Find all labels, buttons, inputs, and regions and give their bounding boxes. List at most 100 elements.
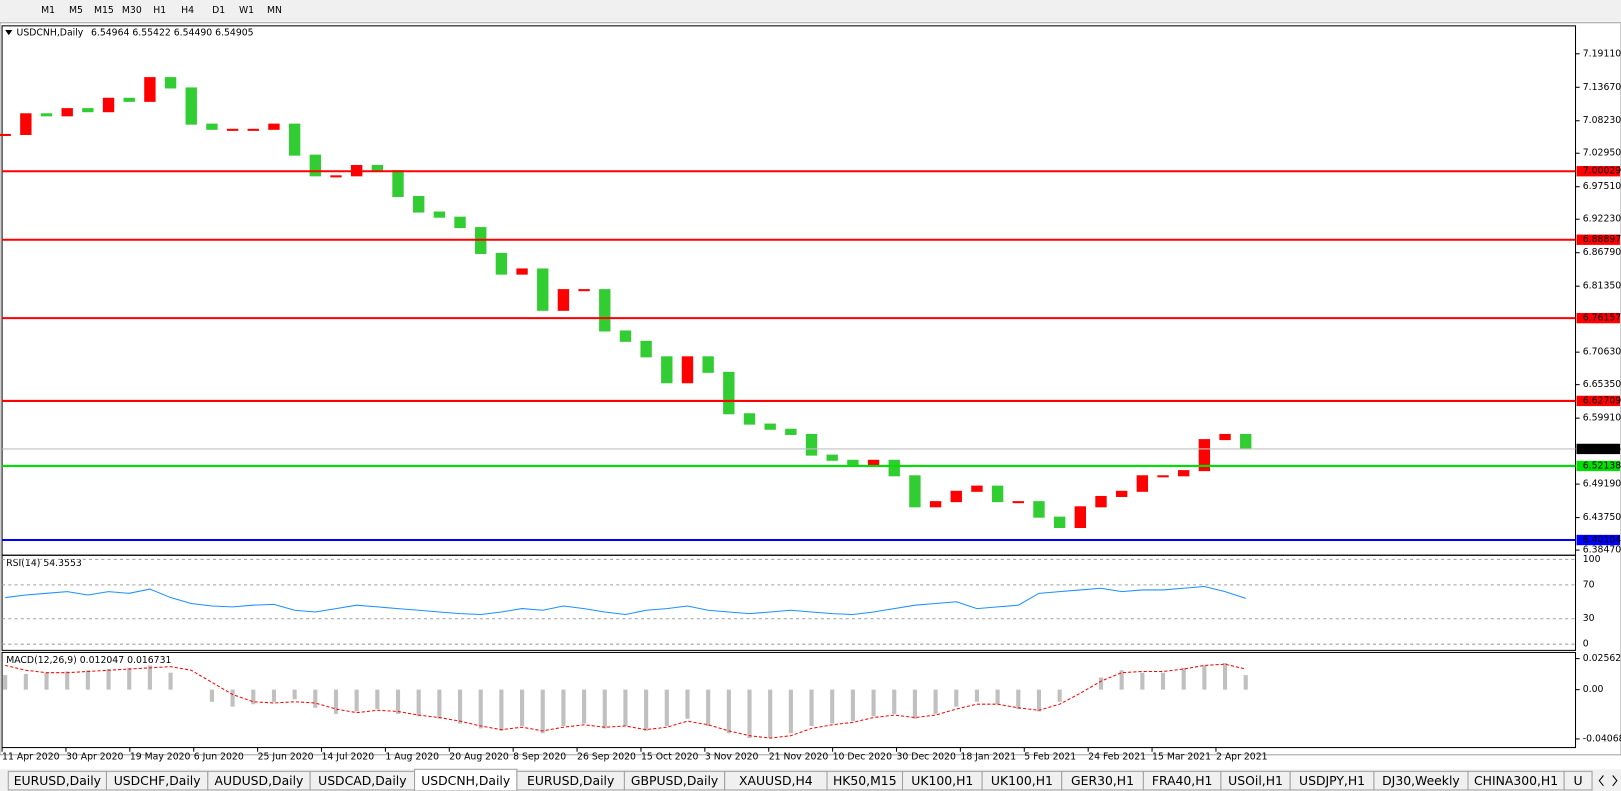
tab-label[interactable]: USDCHF,Daily bbox=[114, 773, 201, 788]
macd-bar bbox=[333, 689, 339, 714]
price-level-box bbox=[1576, 234, 1620, 245]
tab[interactable]: GER30,H1 bbox=[1061, 770, 1144, 791]
y-tick-label: 6.86790 bbox=[1583, 247, 1621, 258]
tab-label[interactable]: U bbox=[1574, 773, 1583, 788]
macd-bar bbox=[892, 689, 897, 714]
candle bbox=[61, 108, 73, 117]
tab-label[interactable]: GER30,H1 bbox=[1071, 773, 1134, 788]
x-tick-label: 15 Mar 2021 bbox=[1152, 751, 1211, 762]
tab-label[interactable]: USDJPY,H1 bbox=[1299, 773, 1365, 788]
macd-bar bbox=[995, 689, 1000, 705]
tab[interactable]: U bbox=[1563, 770, 1593, 791]
macd-bar bbox=[209, 689, 214, 702]
candle bbox=[1074, 506, 1087, 529]
tab-label[interactable]: USDCAD,Daily bbox=[318, 773, 406, 788]
x-tick-label: 24 Feb 2021 bbox=[1088, 751, 1146, 762]
timeframe-label[interactable]: M5 bbox=[69, 5, 83, 16]
tab[interactable]: USDCNH,Daily bbox=[414, 768, 518, 791]
timeframe-label[interactable]: H4 bbox=[181, 5, 194, 16]
y-tick-label: 7.13670 bbox=[1583, 82, 1621, 93]
tab-label[interactable]: XAUUSD,H4 bbox=[739, 773, 813, 788]
tab[interactable]: UK100,H1 bbox=[901, 770, 983, 791]
tab-label[interactable]: UK100,H1 bbox=[911, 773, 973, 788]
tab[interactable]: EURUSD,Daily bbox=[516, 770, 625, 791]
timeframe-label[interactable]: M15 bbox=[94, 5, 114, 16]
tab[interactable]: XAUUSD,H4 bbox=[724, 770, 828, 791]
candle bbox=[330, 175, 342, 178]
timeframe-label[interactable]: M30 bbox=[122, 5, 142, 16]
macd-bar bbox=[313, 689, 318, 708]
macd-bar bbox=[1036, 689, 1042, 712]
macd-bar bbox=[706, 689, 711, 727]
rsi-title: RSI(14) 54.3553 bbox=[6, 558, 82, 569]
tab[interactable]: FRA40,H1 bbox=[1142, 770, 1222, 791]
macd-bar bbox=[457, 689, 463, 724]
tab[interactable]: UK100,H1 bbox=[981, 770, 1063, 791]
candle bbox=[206, 123, 218, 130]
macd-bar bbox=[251, 689, 256, 705]
tab[interactable]: AUDUSD,Daily bbox=[207, 770, 311, 791]
tab-label[interactable]: USDCNH,Daily bbox=[421, 773, 510, 788]
y-tick-label: 6.81350 bbox=[1583, 281, 1621, 292]
x-tick-label: 18 Jan 2021 bbox=[960, 751, 1016, 762]
macd-bar bbox=[44, 672, 49, 690]
timeframe-label[interactable]: W1 bbox=[239, 5, 254, 16]
macd-bar bbox=[726, 689, 731, 734]
macd-bar bbox=[23, 673, 28, 690]
candle bbox=[247, 128, 259, 131]
timeframe-label[interactable]: H1 bbox=[153, 5, 166, 16]
tab[interactable]: CHINA300,H1 bbox=[1467, 770, 1565, 791]
tab[interactable]: USDCAD,Daily bbox=[309, 770, 416, 791]
macd-bar bbox=[582, 689, 587, 724]
candle bbox=[1198, 439, 1211, 472]
tab-box[interactable] bbox=[1563, 770, 1593, 791]
y-tick-label: 6.43750 bbox=[1583, 512, 1621, 523]
candle bbox=[40, 113, 53, 117]
macd-bar bbox=[768, 689, 773, 739]
x-tick-label: 26 Sep 2020 bbox=[577, 751, 636, 762]
candle bbox=[599, 289, 611, 332]
price-level-label: 6.88897 bbox=[1583, 234, 1621, 245]
tab[interactable]: USDCHF,Daily bbox=[105, 770, 209, 791]
tab-label[interactable]: CHINA300,H1 bbox=[1474, 773, 1558, 788]
macd-tick-label: 0.025623 bbox=[1583, 653, 1621, 664]
timeframe-label[interactable]: MN bbox=[267, 5, 282, 16]
tab-label[interactable]: HK50,M15 bbox=[833, 773, 897, 788]
candle bbox=[681, 356, 694, 384]
price-level-label: 6.52138 bbox=[1583, 460, 1621, 471]
candle bbox=[392, 170, 404, 198]
tab-label[interactable]: EURUSD,Daily bbox=[14, 773, 101, 788]
macd-bar bbox=[830, 689, 835, 724]
macd-bar bbox=[375, 689, 380, 710]
tab-label[interactable]: EURUSD,Daily bbox=[527, 773, 614, 788]
candle bbox=[971, 485, 983, 492]
tab-label[interactable]: DJ30,Weekly bbox=[1382, 773, 1460, 788]
candle bbox=[433, 211, 446, 218]
macd-bar bbox=[1098, 677, 1104, 690]
tab[interactable]: USDJPY,H1 bbox=[1289, 770, 1375, 791]
tab-label[interactable]: FRA40,H1 bbox=[1152, 773, 1213, 788]
macd-bar bbox=[1202, 665, 1207, 690]
candle bbox=[991, 485, 1004, 503]
tab-label[interactable]: GBPUSD,Daily bbox=[631, 773, 718, 788]
timeframe-label[interactable]: D1 bbox=[212, 5, 225, 16]
candle bbox=[454, 216, 466, 229]
tab-label[interactable]: UK100,H1 bbox=[991, 773, 1053, 788]
tab[interactable]: GBPUSD,Daily bbox=[623, 770, 726, 791]
tab[interactable]: EURUSD,Daily bbox=[7, 770, 107, 791]
timeframe-label[interactable]: M1 bbox=[41, 5, 55, 16]
macd-tick-label: 0.00 bbox=[1583, 684, 1604, 695]
macd-tick-label: -0.040687 bbox=[1583, 733, 1621, 744]
tab-label[interactable]: AUDUSD,Daily bbox=[215, 773, 304, 788]
tab[interactable]: DJ30,Weekly bbox=[1373, 770, 1469, 791]
tab-label[interactable]: USOil,H1 bbox=[1228, 773, 1283, 788]
candle bbox=[537, 268, 549, 311]
tab[interactable]: HK50,M15 bbox=[826, 770, 904, 791]
macd-bar bbox=[1222, 662, 1228, 690]
tab-scroll[interactable] bbox=[1598, 775, 1618, 787]
price-level-box bbox=[1576, 166, 1620, 177]
tab[interactable]: USOil,H1 bbox=[1220, 770, 1291, 791]
x-tick-label: 21 Nov 2020 bbox=[769, 751, 829, 762]
candle bbox=[102, 97, 115, 113]
